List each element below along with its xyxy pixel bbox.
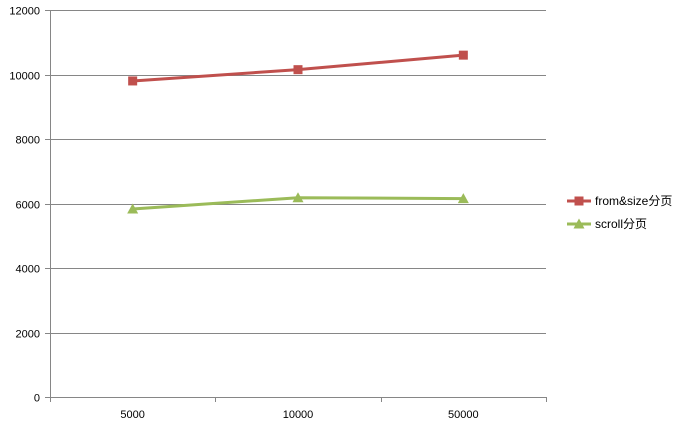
x-tick-label: 5000: [120, 409, 144, 421]
axes: [50, 10, 546, 398]
y-tick-label: 2000: [16, 329, 40, 341]
series-0: [128, 50, 468, 86]
legend-marker: [574, 196, 584, 206]
x-tick-label: 10000: [283, 409, 314, 421]
data-point: [458, 50, 468, 60]
data-point: [457, 193, 469, 204]
gridlines: [50, 10, 546, 334]
legend-marker: [573, 218, 585, 229]
legend-item: scroll分页: [567, 217, 647, 231]
x-tick-label: 50000: [448, 409, 479, 421]
legend: from&size分页 scroll分页: [567, 194, 672, 231]
data-point: [293, 65, 303, 75]
series-1: [127, 192, 469, 214]
y-tick-label: 12000: [9, 6, 40, 18]
y-tick-label: 6000: [16, 200, 40, 212]
y-axis-ticks: 0 2000 4000 6000 8000 10000 12000: [9, 6, 50, 405]
data-point: [292, 192, 304, 203]
data-point: [127, 203, 139, 214]
y-tick-label: 8000: [16, 135, 40, 147]
legend-item: from&size分页: [567, 194, 672, 208]
y-tick-label: 10000: [9, 71, 40, 83]
data-point: [128, 76, 138, 86]
legend-label: scroll分页: [595, 217, 647, 231]
series-group: [127, 50, 469, 214]
y-tick-label: 0: [34, 393, 40, 405]
x-axis-ticks: 5000 10000 50000: [50, 397, 547, 421]
y-tick-label: 4000: [16, 264, 40, 276]
legend-label: from&size分页: [595, 194, 672, 208]
